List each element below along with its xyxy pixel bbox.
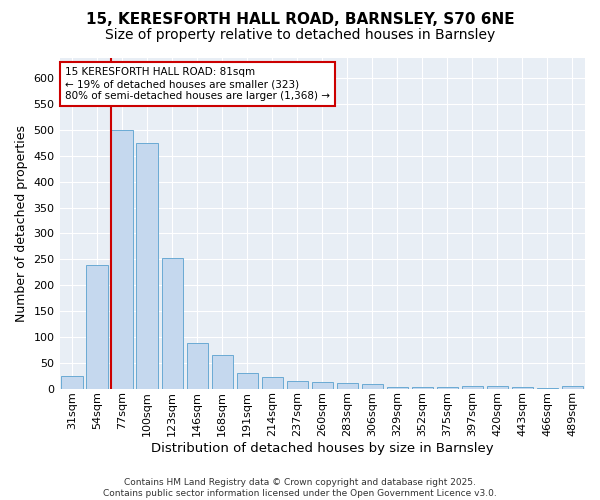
Y-axis label: Number of detached properties: Number of detached properties — [15, 124, 28, 322]
X-axis label: Distribution of detached houses by size in Barnsley: Distribution of detached houses by size … — [151, 442, 494, 455]
Text: Size of property relative to detached houses in Barnsley: Size of property relative to detached ho… — [105, 28, 495, 42]
Bar — [112, 130, 133, 388]
Bar — [236, 373, 258, 388]
Bar — [562, 386, 583, 388]
Text: 15, KERESFORTH HALL ROAD, BARNSLEY, S70 6NE: 15, KERESFORTH HALL ROAD, BARNSLEY, S70 … — [86, 12, 514, 28]
Bar — [212, 355, 233, 388]
Bar — [462, 386, 483, 388]
Bar — [311, 382, 333, 388]
Bar — [86, 266, 108, 388]
Bar — [487, 386, 508, 388]
Bar — [161, 258, 183, 388]
Bar — [387, 387, 408, 388]
Bar — [512, 387, 533, 388]
Text: Contains HM Land Registry data © Crown copyright and database right 2025.
Contai: Contains HM Land Registry data © Crown c… — [103, 478, 497, 498]
Bar — [437, 387, 458, 388]
Bar — [61, 376, 83, 388]
Text: 15 KERESFORTH HALL ROAD: 81sqm
← 19% of detached houses are smaller (323)
80% of: 15 KERESFORTH HALL ROAD: 81sqm ← 19% of … — [65, 68, 330, 100]
Bar — [262, 377, 283, 388]
Bar — [337, 384, 358, 388]
Bar — [362, 384, 383, 388]
Bar — [412, 387, 433, 388]
Bar — [187, 343, 208, 388]
Bar — [287, 381, 308, 388]
Bar — [136, 143, 158, 388]
